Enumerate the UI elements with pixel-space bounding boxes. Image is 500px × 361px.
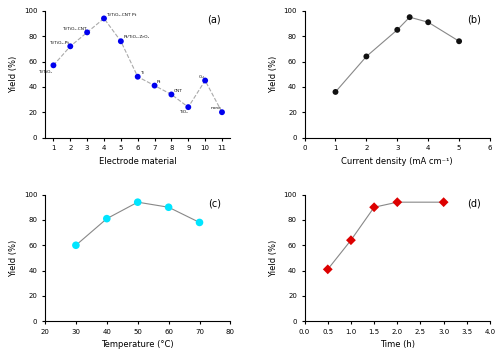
Text: Cu: Cu	[198, 75, 204, 79]
Point	[440, 199, 448, 205]
Point	[66, 43, 74, 49]
Point	[332, 89, 340, 95]
Text: Ti/TiO₂-Pt: Ti/TiO₂-Pt	[50, 40, 70, 44]
Point	[164, 204, 172, 210]
Point	[394, 27, 402, 33]
Text: TiO₂: TiO₂	[178, 110, 188, 114]
Y-axis label: Yield (%): Yield (%)	[10, 239, 18, 277]
Point	[134, 74, 141, 80]
Text: Pt: Pt	[157, 80, 162, 84]
Text: (d): (d)	[467, 199, 480, 208]
Text: (c): (c)	[208, 199, 221, 208]
Text: none: none	[210, 106, 221, 110]
Point	[168, 92, 175, 97]
Text: Ti: Ti	[140, 71, 144, 75]
Text: (a): (a)	[208, 15, 221, 25]
Point	[201, 78, 209, 83]
Point	[196, 219, 203, 225]
Point	[324, 266, 332, 272]
Text: Ti/TiO₂: Ti/TiO₂	[38, 70, 52, 74]
Y-axis label: Yield (%): Yield (%)	[10, 56, 18, 93]
Point	[370, 204, 378, 210]
Y-axis label: Yield (%): Yield (%)	[269, 56, 278, 93]
Point	[424, 19, 432, 25]
Text: CNT: CNT	[174, 89, 183, 93]
Y-axis label: Yield (%): Yield (%)	[269, 239, 278, 277]
Point	[100, 16, 108, 21]
Text: Ti/TiO₂-CNT: Ti/TiO₂-CNT	[62, 27, 86, 31]
Point	[455, 38, 463, 44]
Text: Ti/TiO₂-CNT Pt: Ti/TiO₂-CNT Pt	[106, 13, 136, 17]
Point	[347, 237, 355, 243]
Point	[72, 242, 80, 248]
X-axis label: Electrode material: Electrode material	[99, 157, 176, 166]
Point	[218, 109, 226, 115]
Point	[103, 216, 111, 222]
Text: (b): (b)	[467, 15, 480, 25]
Point	[184, 104, 192, 110]
Point	[50, 62, 58, 68]
Point	[134, 199, 141, 205]
Point	[83, 30, 91, 35]
X-axis label: Time (h): Time (h)	[380, 340, 415, 349]
Point	[150, 83, 158, 88]
X-axis label: Temperature (°C): Temperature (°C)	[102, 340, 174, 349]
Point	[362, 53, 370, 59]
Point	[394, 199, 402, 205]
Point	[406, 14, 413, 20]
Text: Pt/TiO₂-ZrO₂: Pt/TiO₂-ZrO₂	[124, 35, 150, 39]
X-axis label: Current density (mA cm⁻¹): Current density (mA cm⁻¹)	[342, 157, 453, 166]
Point	[117, 38, 125, 44]
